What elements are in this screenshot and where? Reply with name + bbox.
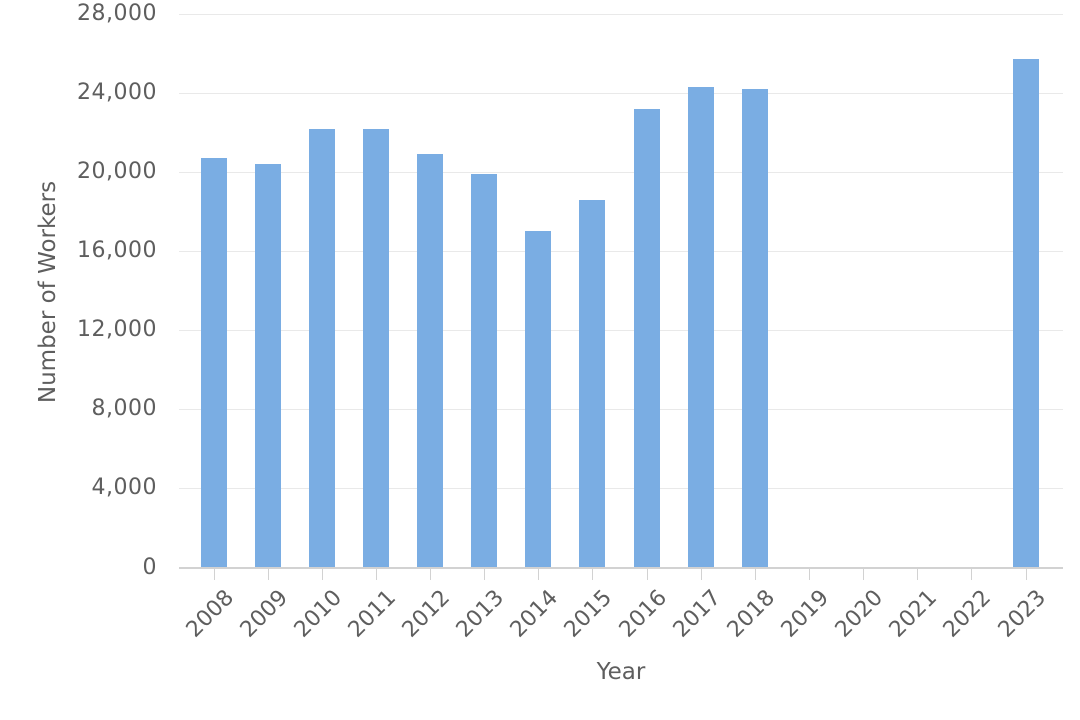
x-axis-title: Year (596, 659, 646, 685)
x-tick-mark (592, 567, 594, 580)
x-tick-mark (321, 567, 323, 580)
y-tick-label: 16,000 (77, 238, 157, 264)
gridline (179, 409, 1063, 411)
gridline (179, 14, 1063, 15)
bar-2016 (633, 108, 660, 568)
bar-2023 (1012, 59, 1039, 568)
y-tick-label: 24,000 (77, 80, 157, 106)
bar-2015 (579, 199, 606, 568)
x-tick-mark (809, 567, 811, 580)
x-tick-mark (1025, 567, 1027, 580)
x-tick-mark (700, 567, 702, 580)
y-tick-label: 0 (142, 554, 157, 580)
bar-2017 (687, 87, 714, 568)
bar-2013 (471, 174, 498, 568)
bar-2008 (200, 158, 227, 568)
bar-2012 (417, 154, 444, 568)
bar-2011 (362, 128, 389, 568)
x-tick-mark (971, 567, 973, 580)
x-tick-mark (430, 567, 432, 580)
x-tick-mark (863, 567, 865, 580)
gridline (179, 172, 1063, 174)
y-tick-label: 8,000 (91, 396, 157, 422)
x-tick-mark (267, 567, 269, 580)
x-tick-mark (375, 567, 377, 580)
gridline (179, 330, 1063, 332)
bar-2009 (254, 164, 281, 568)
x-tick-mark (213, 567, 215, 580)
bar-2018 (741, 89, 768, 568)
gridline (179, 488, 1063, 490)
bar-2014 (525, 231, 552, 568)
x-tick-mark (754, 567, 756, 580)
x-tick-mark (917, 567, 919, 580)
x-axis-line (179, 566, 1063, 569)
y-tick-label: 4,000 (91, 475, 157, 501)
x-tick-mark (538, 567, 540, 580)
gridline (179, 251, 1063, 253)
y-axis-title: Number of Workers (35, 180, 61, 404)
y-tick-label: 20,000 (77, 159, 157, 185)
y-tick-label: 12,000 (77, 317, 157, 343)
x-tick-mark (484, 567, 486, 580)
y-tick-label: 28,000 (77, 1, 157, 26)
gridline (179, 93, 1063, 95)
bar-2010 (308, 128, 335, 568)
x-tick-mark (646, 567, 648, 580)
